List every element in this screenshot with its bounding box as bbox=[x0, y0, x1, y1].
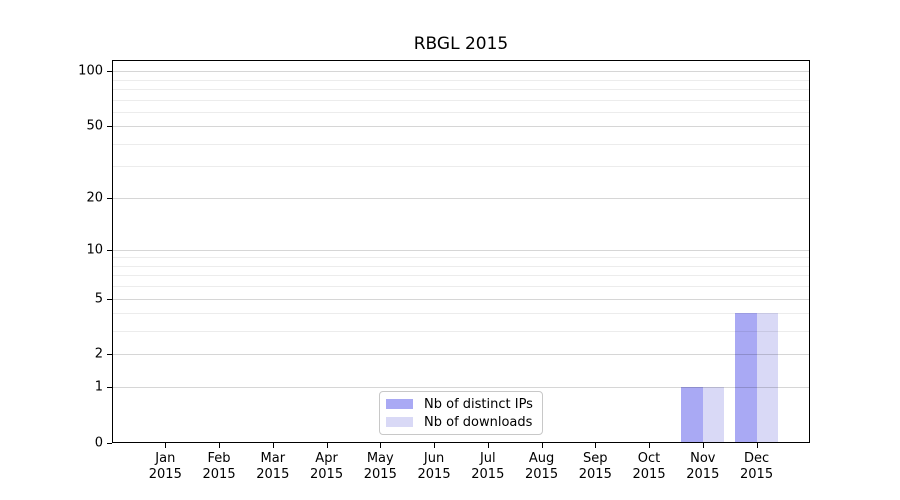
x-tick-label: Oct 2015 bbox=[609, 451, 689, 483]
x-tick-label: Sep 2015 bbox=[555, 451, 635, 483]
y-tick bbox=[107, 443, 112, 444]
minor-gridline bbox=[112, 143, 810, 145]
x-tick-month: Jun bbox=[423, 451, 445, 466]
y-tick-label: 100 bbox=[78, 63, 103, 79]
major-gridline bbox=[112, 197, 810, 199]
x-tick bbox=[219, 443, 221, 448]
plot-area: Nb of distinct IPs Nb of downloads bbox=[112, 60, 810, 443]
legend: Nb of distinct IPs Nb of downloads bbox=[379, 391, 543, 435]
y-tick-label: 20 bbox=[86, 190, 103, 206]
x-tick-year: 2015 bbox=[417, 467, 451, 482]
x-tick-month: Jul bbox=[479, 451, 496, 466]
minor-gridline bbox=[112, 313, 810, 315]
bar-nov-distinct-ips bbox=[681, 387, 703, 443]
x-tick bbox=[165, 443, 167, 448]
x-tick-month: Aug bbox=[528, 451, 555, 466]
x-tick bbox=[595, 443, 597, 448]
y-tick bbox=[107, 197, 112, 199]
y-tick-label: 2 bbox=[94, 346, 103, 362]
x-tick-year: 2015 bbox=[525, 467, 559, 482]
x-tick-month: Feb bbox=[207, 451, 231, 466]
y-tick-label: 5 bbox=[94, 291, 103, 307]
x-tick-label: Apr 2015 bbox=[287, 451, 367, 483]
y-tick-label: 50 bbox=[86, 118, 103, 134]
y-tick bbox=[107, 354, 112, 356]
major-gridline bbox=[112, 126, 810, 128]
legend-swatch bbox=[386, 399, 413, 409]
minor-gridline bbox=[112, 257, 810, 259]
legend-swatch bbox=[386, 417, 413, 427]
x-tick-month: Jan bbox=[155, 451, 176, 466]
bar-layer bbox=[112, 60, 810, 443]
major-gridline bbox=[112, 387, 810, 389]
y-tick bbox=[107, 71, 112, 73]
x-tick-label: Jan 2015 bbox=[125, 451, 205, 483]
x-tick-month: Oct bbox=[637, 451, 661, 466]
minor-gridline bbox=[112, 331, 810, 333]
x-tick-label: Dec 2015 bbox=[717, 451, 797, 483]
major-gridline bbox=[112, 249, 810, 251]
x-tick bbox=[487, 443, 489, 448]
y-tick-label: 1 bbox=[94, 379, 103, 395]
x-tick-year: 2015 bbox=[632, 467, 666, 482]
minor-gridline bbox=[112, 286, 810, 288]
legend-entry: Nb of distinct IPs bbox=[386, 398, 542, 411]
x-tick-month: May bbox=[366, 451, 394, 466]
minor-gridline bbox=[112, 275, 810, 277]
legend-entry: Nb of downloads bbox=[386, 416, 542, 429]
x-tick bbox=[702, 443, 704, 448]
bar-nov-downloads bbox=[702, 387, 725, 443]
major-gridline bbox=[112, 298, 810, 300]
x-tick-label: Jun 2015 bbox=[394, 451, 474, 483]
x-tick-year: 2015 bbox=[686, 467, 720, 482]
minor-gridline bbox=[112, 166, 810, 168]
x-tick-year: 2015 bbox=[363, 467, 397, 482]
x-tick-year: 2015 bbox=[310, 467, 344, 482]
x-tick-label: Nov 2015 bbox=[663, 451, 743, 483]
y-tick-label: 10 bbox=[86, 242, 103, 258]
minor-gridline bbox=[112, 79, 810, 81]
x-tick bbox=[272, 443, 274, 448]
bar-dec-distinct-ips bbox=[735, 313, 757, 443]
minor-gridline bbox=[112, 265, 810, 267]
bar-dec-downloads bbox=[756, 313, 779, 443]
x-tick-month: Sep bbox=[583, 451, 608, 466]
x-tick-month: Dec bbox=[743, 451, 770, 466]
grid-layer bbox=[112, 60, 810, 443]
y-tick bbox=[107, 298, 112, 300]
legend-label: Nb of distinct IPs bbox=[424, 396, 533, 412]
x-tick bbox=[326, 443, 328, 448]
minor-gridline bbox=[112, 111, 810, 113]
x-tick-year: 2015 bbox=[202, 467, 236, 482]
y-tick bbox=[107, 387, 112, 389]
legend-label: Nb of downloads bbox=[424, 414, 533, 430]
x-tick-label: Mar 2015 bbox=[233, 451, 313, 483]
x-tick-month: Apr bbox=[315, 451, 338, 466]
x-tick bbox=[649, 443, 651, 448]
minor-gridline bbox=[112, 99, 810, 101]
x-tick-label: Jul 2015 bbox=[448, 451, 528, 483]
minor-gridline bbox=[112, 88, 810, 90]
x-tick-month: Mar bbox=[260, 451, 286, 466]
x-tick bbox=[756, 443, 758, 448]
x-tick-month: Nov bbox=[690, 451, 716, 466]
x-tick-year: 2015 bbox=[256, 467, 290, 482]
x-tick-year: 2015 bbox=[148, 467, 182, 482]
x-tick bbox=[541, 443, 543, 448]
x-tick-label: May 2015 bbox=[340, 451, 420, 483]
chart-title: RBGL 2015 bbox=[413, 34, 509, 54]
x-tick bbox=[380, 443, 382, 448]
x-tick-year: 2015 bbox=[740, 467, 774, 482]
x-tick-year: 2015 bbox=[471, 467, 505, 482]
x-tick-label: Feb 2015 bbox=[179, 451, 259, 483]
x-tick bbox=[434, 443, 436, 448]
x-tick-year: 2015 bbox=[578, 467, 612, 482]
y-tick bbox=[107, 126, 112, 128]
major-gridline bbox=[112, 71, 810, 73]
major-gridline bbox=[112, 354, 810, 356]
y-tick-label: 0 bbox=[94, 435, 103, 451]
y-tick bbox=[107, 249, 112, 251]
x-tick-label: Aug 2015 bbox=[502, 451, 582, 483]
